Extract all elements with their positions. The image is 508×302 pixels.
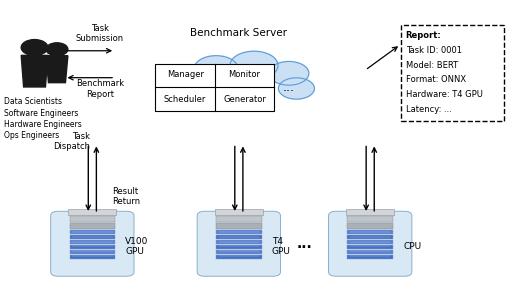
Circle shape [198,86,234,108]
Circle shape [21,40,48,55]
Text: Manager: Manager [167,70,204,79]
Circle shape [230,51,278,80]
Text: Task ID: 0001: Task ID: 0001 [405,46,462,55]
FancyBboxPatch shape [70,255,115,259]
FancyBboxPatch shape [51,211,134,276]
FancyBboxPatch shape [70,223,115,229]
Text: Hardware: T4 GPU: Hardware: T4 GPU [405,90,483,99]
Text: Data Scientists
Software Engineers
Hardware Engineers
Ops Engineers: Data Scientists Software Engineers Hardw… [4,97,82,140]
Text: T4
GPU: T4 GPU [272,237,291,256]
FancyBboxPatch shape [347,255,393,259]
FancyBboxPatch shape [69,209,116,215]
Circle shape [236,88,272,109]
Circle shape [211,65,267,98]
FancyBboxPatch shape [197,211,280,276]
FancyBboxPatch shape [216,235,262,239]
FancyBboxPatch shape [216,240,262,244]
FancyBboxPatch shape [70,235,115,239]
Text: Result
Return: Result Return [113,187,141,206]
FancyBboxPatch shape [347,240,393,244]
Text: Latency: ...: Latency: ... [405,105,452,114]
FancyBboxPatch shape [216,250,262,254]
Text: Monitor: Monitor [229,70,261,79]
Text: Report:: Report: [405,31,441,40]
Text: Model: BERT: Model: BERT [405,61,458,69]
FancyBboxPatch shape [155,64,274,111]
FancyBboxPatch shape [70,250,115,254]
Polygon shape [21,55,48,87]
FancyBboxPatch shape [347,250,393,254]
FancyBboxPatch shape [216,245,262,249]
Circle shape [164,69,208,95]
FancyBboxPatch shape [347,216,393,222]
Text: V100
GPU: V100 GPU [125,237,148,256]
Circle shape [269,62,309,85]
Text: Benchmark
Report: Benchmark Report [76,79,124,98]
FancyBboxPatch shape [216,230,262,234]
Circle shape [170,84,202,103]
Text: ...: ... [282,81,294,94]
FancyBboxPatch shape [347,235,393,239]
FancyBboxPatch shape [347,245,393,249]
Text: Benchmark Server: Benchmark Server [190,28,288,38]
FancyBboxPatch shape [400,25,504,121]
Circle shape [194,56,238,82]
FancyBboxPatch shape [216,216,262,222]
Text: Format: ONNX: Format: ONNX [405,75,466,84]
FancyBboxPatch shape [329,211,412,276]
FancyBboxPatch shape [347,230,393,234]
FancyBboxPatch shape [70,240,115,244]
FancyBboxPatch shape [216,255,262,259]
Text: Scheduler: Scheduler [164,95,206,104]
Polygon shape [46,56,68,83]
FancyBboxPatch shape [70,245,115,249]
Text: ...: ... [297,237,312,251]
Text: Generator: Generator [223,95,266,104]
FancyBboxPatch shape [216,223,262,229]
Text: Task
Dispatch: Task Dispatch [53,132,90,151]
Circle shape [278,78,314,99]
Text: Task
Submission: Task Submission [76,24,124,43]
FancyBboxPatch shape [70,230,115,234]
FancyBboxPatch shape [347,223,393,229]
Text: CPU: CPU [403,242,421,251]
FancyBboxPatch shape [215,209,263,215]
FancyBboxPatch shape [70,216,115,222]
Circle shape [46,43,68,56]
FancyBboxPatch shape [346,209,394,215]
